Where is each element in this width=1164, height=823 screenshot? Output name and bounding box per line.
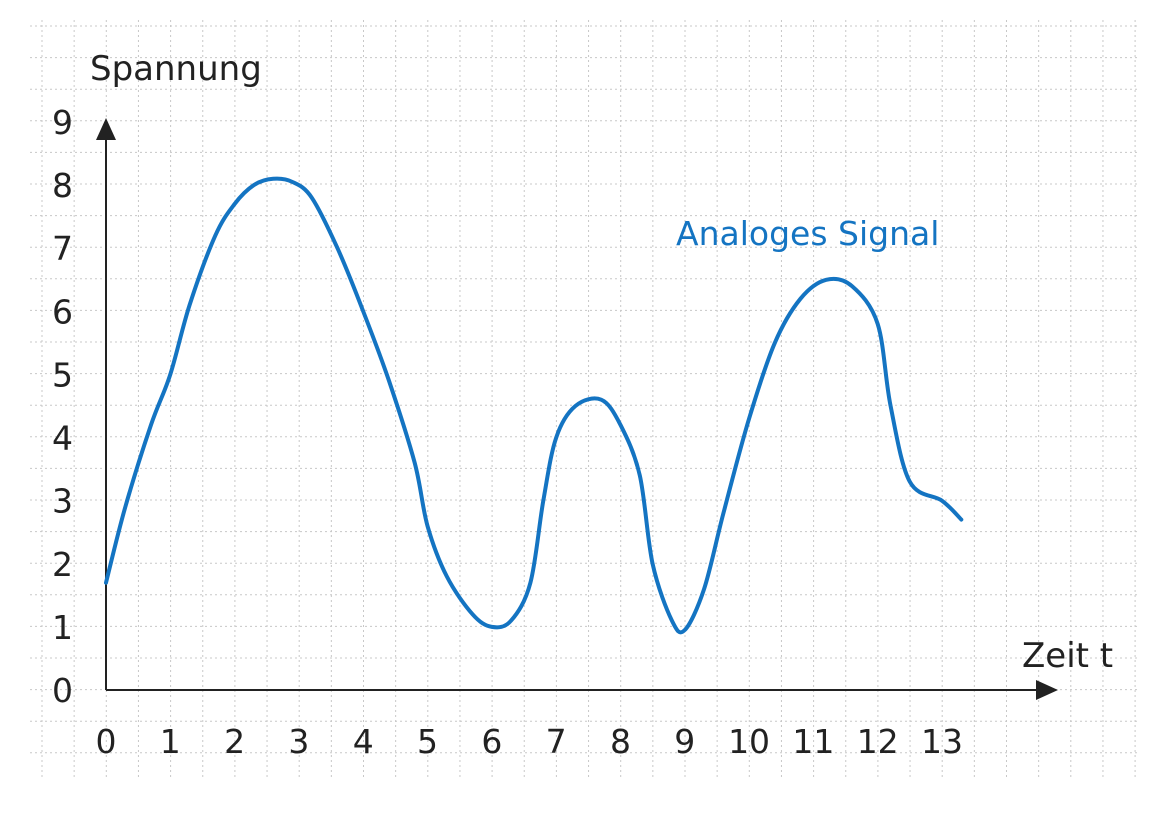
y-tick-label: 0 xyxy=(52,671,73,710)
x-tick-label: 13 xyxy=(921,722,963,761)
x-tick-label: 9 xyxy=(674,722,695,761)
x-tick-labels: 0 1 2 3 4 5 6 7 8 9 10 11 12 13 xyxy=(96,722,964,761)
x-tick-label: 7 xyxy=(546,722,567,761)
x-tick-label: 8 xyxy=(610,722,631,761)
x-tick-label: 11 xyxy=(792,722,834,761)
y-tick-label: 5 xyxy=(52,355,73,394)
y-tick-label: 2 xyxy=(52,545,73,584)
y-tick-label: 1 xyxy=(52,608,73,647)
x-tick-label: 12 xyxy=(857,722,899,761)
x-tick-label: 10 xyxy=(728,722,770,761)
y-tick-labels: 0 1 2 3 4 5 6 7 8 9 xyxy=(52,103,73,710)
axes xyxy=(96,118,1058,700)
y-tick-label: 6 xyxy=(52,292,73,331)
x-tick-label: 3 xyxy=(288,722,309,761)
x-axis-title: Zeit t xyxy=(1022,636,1113,676)
y-axis-arrow xyxy=(96,118,116,140)
y-tick-label: 4 xyxy=(52,419,73,458)
y-tick-label: 3 xyxy=(52,482,73,521)
x-axis-arrow xyxy=(1036,680,1058,700)
x-tick-label: 5 xyxy=(417,722,438,761)
series-label: Analoges Signal xyxy=(676,214,939,253)
y-tick-label: 7 xyxy=(52,229,73,268)
x-tick-label: 0 xyxy=(96,722,117,761)
x-tick-label: 1 xyxy=(160,722,181,761)
y-axis-title: Spannung xyxy=(90,49,262,89)
x-tick-label: 6 xyxy=(481,722,502,761)
y-tick-label: 8 xyxy=(52,166,73,205)
x-tick-label: 2 xyxy=(224,722,245,761)
x-tick-label: 4 xyxy=(353,722,374,761)
y-tick-label: 9 xyxy=(52,103,73,142)
